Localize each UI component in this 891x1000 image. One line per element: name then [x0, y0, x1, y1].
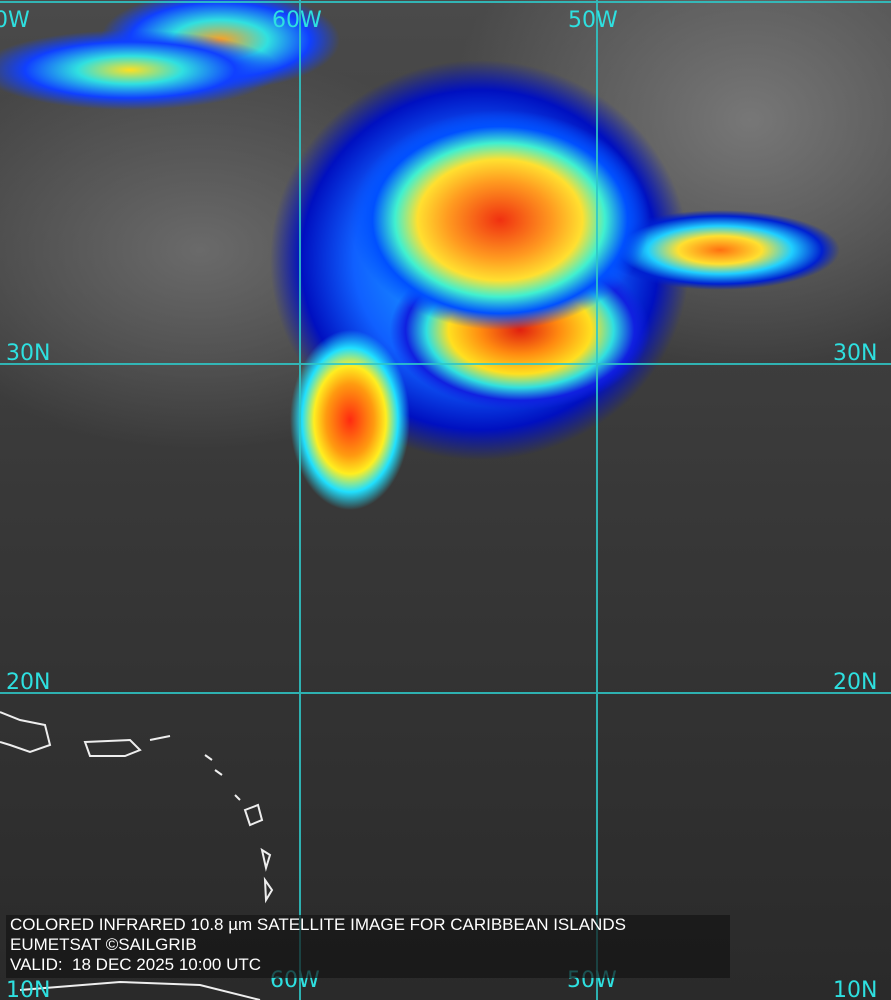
caption-valid-time: VALID: 18 DEC 2025 10:00 UTC [10, 955, 262, 974]
virgin-islands-coast [149, 735, 171, 741]
label-30n-left: 30N [6, 341, 51, 366]
hispaniola-coast [0, 711, 52, 754]
label-30n-right: 30N [833, 341, 878, 366]
label-10n-right: 10N [833, 978, 878, 1000]
image-caption: COLORED INFRARED 10.8 µm SATELLITE IMAGE… [6, 915, 730, 978]
puerto-rico-coast [83, 738, 142, 757]
coastlines [0, 711, 274, 1000]
caption-title: COLORED INFRARED 10.8 µm SATELLITE IMAGE… [10, 915, 626, 934]
lesser-antilles-coast [204, 754, 274, 904]
label-20n-left: 20N [6, 670, 51, 695]
label-70w: 0W [0, 8, 30, 33]
label-10n-left: 10N [6, 978, 51, 1000]
label-50w-top: 50W [568, 8, 618, 33]
label-60w-top: 60W [272, 8, 322, 33]
south-america-coast [19, 980, 261, 1000]
label-20n-right: 20N [833, 670, 878, 695]
caption-credit: EUMETSAT ©SAILGRIB [10, 935, 197, 954]
